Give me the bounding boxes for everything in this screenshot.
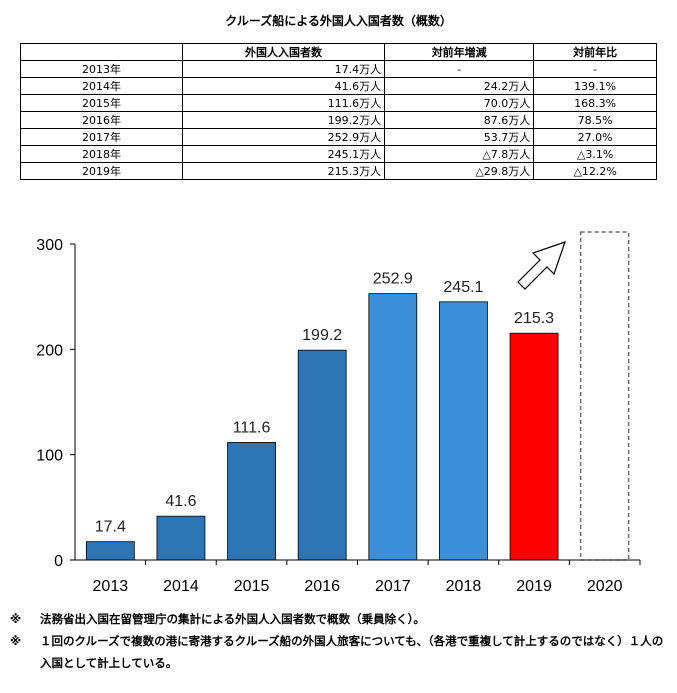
bars xyxy=(85,231,630,561)
bar-2015 xyxy=(227,442,276,561)
y-tick-label: 100 xyxy=(36,448,63,465)
y-tick-label: 300 xyxy=(36,237,63,254)
cell-change: 24.2万人 xyxy=(384,77,535,95)
bar-chart: 0 100 200 300 17.4 41.6 111.6 199.2 252.9 245.1 2… xyxy=(36,231,641,595)
x-tick-label: 2013 xyxy=(93,578,129,595)
data-label-2018: 245.1 xyxy=(443,279,483,296)
cell-year: 2019年 xyxy=(20,162,183,180)
header-cell-ratio: 対前年比 xyxy=(533,43,657,61)
cell-year: 2016年 xyxy=(20,111,183,129)
footnote-text: 法務省出入国在留管理庁の集計による外国人入国者数で概数（乗員除く）。 xyxy=(40,612,425,626)
y-tick-label: 0 xyxy=(54,553,63,570)
cell-year: 2018年 xyxy=(20,145,183,163)
data-label-2015: 111.6 xyxy=(233,419,271,436)
x-tick-label: 2019 xyxy=(516,578,552,595)
bar-2019 xyxy=(509,332,559,561)
footnote-mark: ※ xyxy=(10,634,22,648)
bar-2013 xyxy=(85,541,135,561)
x-tick-label: 2018 xyxy=(446,578,482,595)
bar-2014 xyxy=(156,515,206,561)
footnote: ※ １回のクルーズで複数の港に寄港するクルーズ船の外国人旅客についても、（各港で… xyxy=(10,630,670,674)
data-label-2017: 252.9 xyxy=(373,271,413,288)
bar-placeholder-2020 xyxy=(580,231,630,561)
table-row: 2016年 199.2万人 87.6万人 78.5% xyxy=(20,111,657,129)
cell-year: 2013年 xyxy=(20,60,183,78)
cell-change: 53.7万人 xyxy=(384,128,535,146)
cell-change: - xyxy=(384,60,535,78)
cell-entrants: 41.6万人 xyxy=(181,77,386,95)
bar-2018 xyxy=(439,301,488,561)
table-row: 2017年 252.9万人 53.7万人 27.0% xyxy=(20,128,657,146)
header-cell-blank xyxy=(20,43,183,61)
x-tick-label: 2014 xyxy=(163,578,199,595)
header-cell-change: 対前年増減 xyxy=(384,43,535,61)
footnote-text: １回のクルーズで複数の港に寄港するクルーズ船の外国人旅客についても、（各港で重複… xyxy=(40,634,664,670)
footnote: ※ 法務省出入国在留管理庁の集計による外国人入国者数で概数（乗員除く）。 xyxy=(10,608,670,630)
cell-entrants: 17.4万人 xyxy=(181,60,386,78)
cell-ratio: △3.1% xyxy=(533,145,657,163)
cell-entrants: 252.9万人 xyxy=(181,128,386,146)
table-row: 2018年 245.1万人 △7.8万人 △3.1% xyxy=(20,145,657,163)
table-title: クルーズ船による外国人入国者数（概数） xyxy=(225,14,452,28)
footnote-mark: ※ xyxy=(10,612,22,626)
cell-entrants: 199.2万人 xyxy=(181,111,386,129)
table-row: 2014年 41.6万人 24.2万人 139.1% xyxy=(20,77,657,95)
data-labels: 17.4 41.6 111.6 199.2 252.9 245.1 215.3 xyxy=(95,271,554,536)
cell-year: 2015年 xyxy=(20,94,183,112)
x-axis: 2013 2014 2015 2016 2017 2018 2019 2020 xyxy=(75,559,641,595)
y-axis: 0 100 200 300 xyxy=(36,237,76,570)
cell-ratio: 78.5% xyxy=(533,111,657,129)
x-tick-label: 2017 xyxy=(375,578,411,595)
trend-arrow-icon xyxy=(517,241,566,290)
stats-table: 外国人入国者数 対前年増減 対前年比 2013年 17.4万人 - - 2014… xyxy=(20,43,657,180)
cell-change: 70.0万人 xyxy=(384,94,535,112)
cell-change: △7.8万人 xyxy=(384,145,535,163)
cell-year: 2014年 xyxy=(20,77,183,95)
bar-2017 xyxy=(368,293,418,561)
bar-2016 xyxy=(297,349,347,561)
data-label-2019: 215.3 xyxy=(514,310,554,327)
y-tick-label: 200 xyxy=(36,342,63,359)
cell-ratio: 27.0% xyxy=(533,128,657,146)
cell-ratio: 139.1% xyxy=(533,77,657,95)
footnotes: ※ 法務省出入国在留管理庁の集計による外国人入国者数で概数（乗員除く）。 ※ １… xyxy=(10,608,670,674)
header-cell-entrants: 外国人入国者数 xyxy=(181,43,386,61)
x-tick-label: 2015 xyxy=(234,578,270,595)
table-header-row: 外国人入国者数 対前年増減 対前年比 xyxy=(20,43,657,61)
cell-change: 87.6万人 xyxy=(384,111,535,129)
cell-ratio: 168.3% xyxy=(533,94,657,112)
cell-entrants: 215.3万人 xyxy=(181,162,386,180)
cell-entrants: 245.1万人 xyxy=(181,145,386,163)
table-row: 2013年 17.4万人 - - xyxy=(20,60,657,78)
table-row: 2015年 111.6万人 70.0万人 168.3% xyxy=(20,94,657,112)
x-tick-label: 2020 xyxy=(587,578,623,595)
cell-ratio: - xyxy=(533,60,657,78)
data-label-2014: 41.6 xyxy=(165,493,196,510)
data-label-2016: 199.2 xyxy=(302,327,342,344)
x-tick-label: 2016 xyxy=(304,578,340,595)
table-row: 2019年 215.3万人 △29.8万人 △12.2% xyxy=(20,162,657,180)
cell-entrants: 111.6万人 xyxy=(181,94,386,112)
cell-year: 2017年 xyxy=(20,128,183,146)
cell-ratio: △12.2% xyxy=(533,162,657,180)
cell-change: △29.8万人 xyxy=(384,162,535,180)
data-label-2013: 17.4 xyxy=(95,519,126,536)
